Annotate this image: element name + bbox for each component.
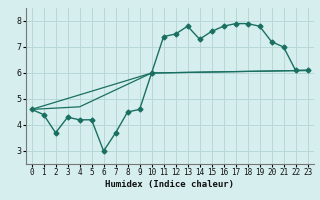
X-axis label: Humidex (Indice chaleur): Humidex (Indice chaleur)	[105, 180, 234, 189]
